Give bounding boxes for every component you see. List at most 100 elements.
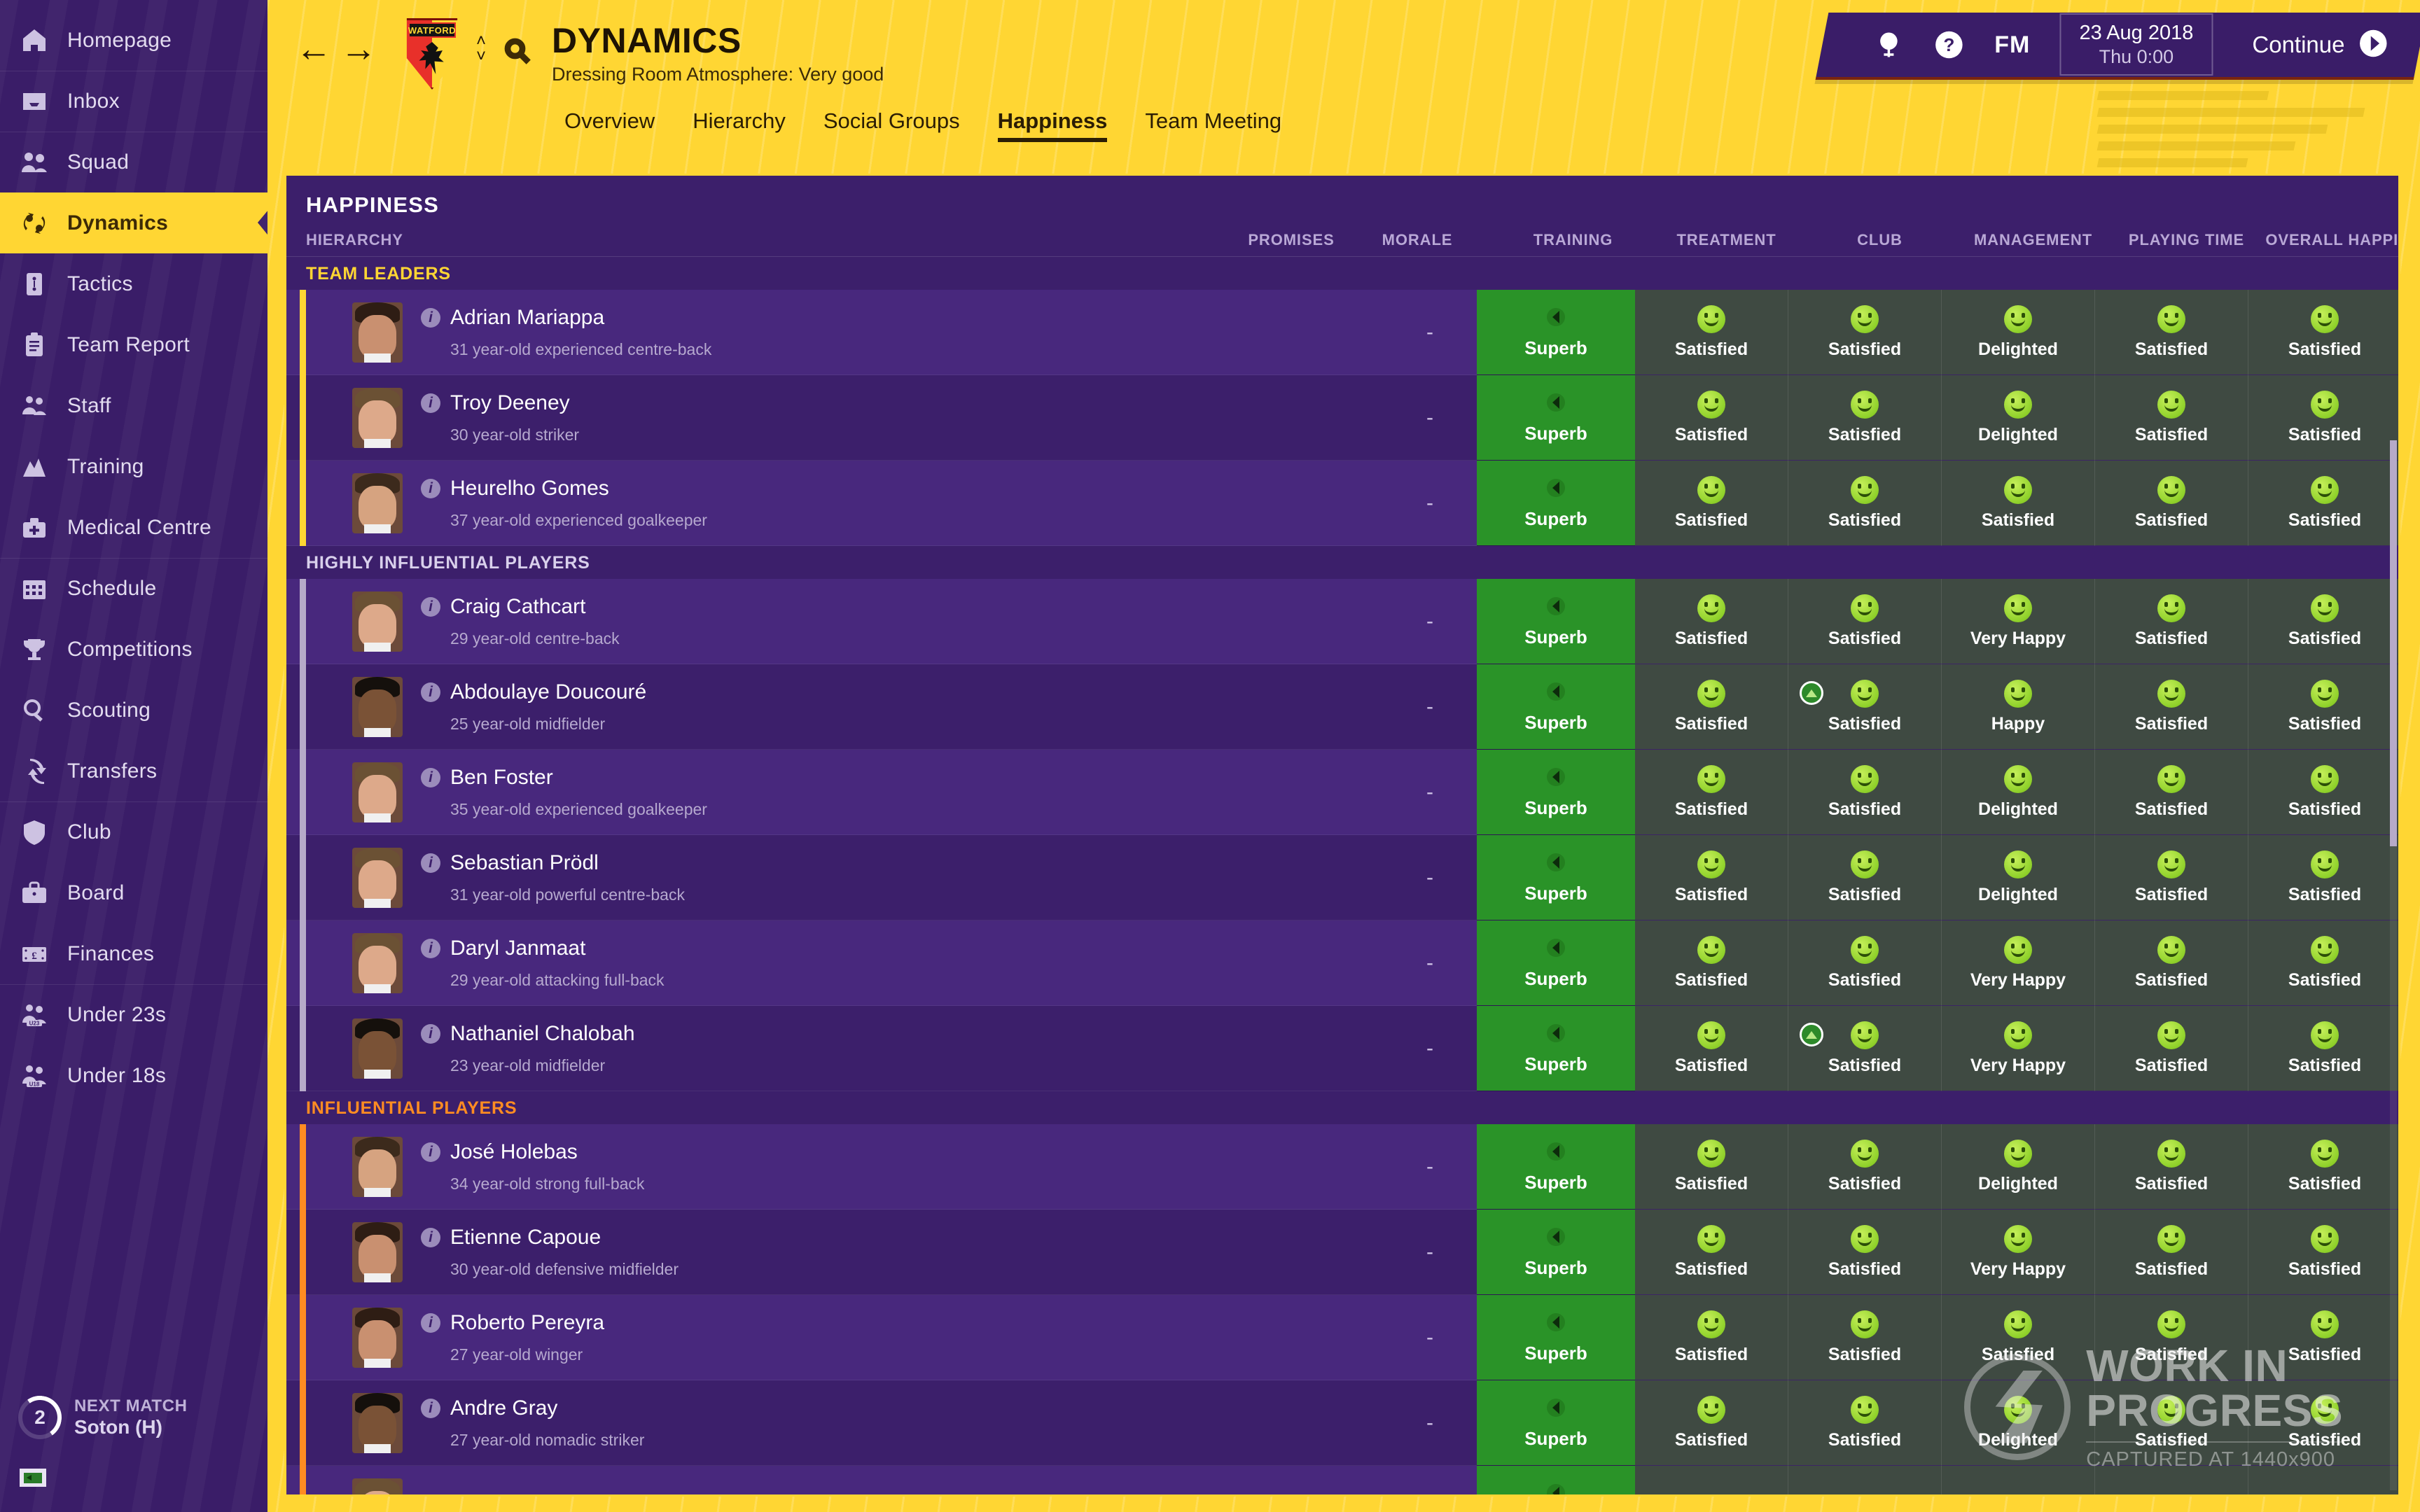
globe-icon[interactable] [1874,30,1903,59]
table-row[interactable]: i Troy Deeney 30 year-old striker - Superb Sa… [286,374,2398,461]
sidebar-item-inbox[interactable]: Inbox [0,71,267,132]
cell-management[interactable]: Satisfied [2095,750,2248,835]
table-row[interactable]: i Ben Foster 35 year-old experienced goalk… [286,749,2398,835]
cell-club[interactable] [1942,1466,2095,1494]
player-info[interactable]: i Roberto Pereyra 27 year-old winger - [286,1294,1477,1380]
player-info[interactable]: i Troy Deeney 30 year-old striker - [286,374,1477,461]
sidebar-item-competitions[interactable]: Competitions [0,619,267,680]
cell-management[interactable]: Satisfied [2095,835,2248,920]
cell-club[interactable]: Delighted [1942,1124,2095,1210]
cell-treatment[interactable]: Satisfied [1788,750,1942,835]
forward-arrow-icon[interactable]: → [340,29,377,69]
player-info[interactable]: i Daryl Janmaat 29 year-old attacking full… [286,920,1477,1006]
continue-arrow-icon[interactable] [2358,29,2388,62]
sidebar-item-squad[interactable]: Squad [0,132,267,192]
tab-social-groups[interactable]: Social Groups [823,108,960,133]
player-info[interactable]: i Will Hughes [286,1465,1477,1497]
search-icon[interactable] [503,36,532,69]
col-hierarchy[interactable]: HIERARCHY [306,231,403,248]
info-icon[interactable]: i [421,682,440,703]
cell-treatment[interactable]: Satisfied [1788,664,1942,750]
cell-playing-time[interactable]: Satisfied [2248,579,2398,664]
cell-management[interactable]: Satisfied [2095,290,2248,375]
table-row[interactable]: i Daryl Janmaat 29 year-old attacking full… [286,920,2398,1006]
sidebar-item-under-18s[interactable]: U18 Under 18s [0,1045,267,1106]
cell-club[interactable]: Satisfied [1942,461,2095,546]
player-info[interactable]: i Craig Cathcart 29 year-old centre-back - [286,578,1477,664]
sidebar-item-under-23s[interactable]: U23 Under 23s [0,984,267,1045]
cell-treatment[interactable] [1788,1466,1942,1494]
cell-club[interactable]: Very Happy [1942,579,2095,664]
cell-training[interactable]: Satisfied [1635,1124,1788,1210]
cell-treatment[interactable]: Satisfied [1788,1380,1942,1466]
game-date-box[interactable]: 23 Aug 2018 Thu 0:00 [2059,13,2213,76]
cell-training[interactable]: Satisfied [1635,1295,1788,1380]
cell-management[interactable]: Satisfied [2095,920,2248,1006]
cell-management[interactable]: Satisfied [2095,1124,2248,1210]
player-info[interactable]: i José Holebas 34 year-old strong full-bac… [286,1124,1477,1210]
cell-playing-time[interactable]: Satisfied [2248,750,2398,835]
cell-management[interactable]: Satisfied [2095,1006,2248,1091]
cell-club[interactable]: Very Happy [1942,1210,2095,1295]
cell-club[interactable]: Satisfied [1942,1295,2095,1380]
info-icon[interactable]: i [421,768,440,788]
table-row[interactable]: i Roberto Pereyra 27 year-old winger - Super… [286,1294,2398,1380]
cell-management[interactable]: Satisfied [2095,461,2248,546]
morale-cell[interactable]: Superb [1477,1380,1635,1466]
tab-happiness[interactable]: Happiness [997,108,1107,142]
cell-management[interactable]: Satisfied [2095,1380,2248,1466]
vertical-scrollbar[interactable] [2390,440,2397,1490]
morale-cell[interactable]: Superb [1477,1124,1635,1210]
cell-training[interactable]: Satisfied [1635,375,1788,461]
info-icon[interactable]: i [421,308,440,328]
info-icon[interactable]: i [421,1024,440,1044]
info-icon[interactable]: i [421,393,440,414]
morale-cell[interactable]: Superb [1477,1295,1635,1380]
cell-treatment[interactable]: Satisfied [1788,1295,1942,1380]
cell-playing-time[interactable]: Satisfied [2248,375,2398,461]
col-management[interactable]: MANAGEMENT [1973,231,2093,248]
info-icon[interactable]: i [421,1228,440,1248]
sidebar-item-staff[interactable]: Staff [0,375,267,436]
cell-treatment[interactable]: Satisfied [1788,1124,1942,1210]
cell-playing-time[interactable]: Satisfied [2248,664,2398,750]
cell-playing-time[interactable]: Satisfied [2248,920,2398,1006]
info-icon[interactable]: i [421,1494,440,1497]
player-info[interactable]: i Abdoulaye Doucouré 25 year-old midfielde… [286,664,1477,750]
col-morale[interactable]: MORALE [1382,231,1453,248]
cell-management[interactable]: Satisfied [2095,375,2248,461]
morale-cell[interactable]: Superb [1477,1466,1635,1494]
morale-cell[interactable]: Superb [1477,835,1635,920]
info-icon[interactable]: i [421,1399,440,1419]
table-row[interactable]: i Will Hughes Superb [286,1465,2398,1497]
cell-training[interactable]: Satisfied [1635,1006,1788,1091]
cell-management[interactable] [2095,1466,2248,1494]
info-icon[interactable]: i [421,1313,440,1334]
cell-management[interactable]: Satisfied [2095,664,2248,750]
cell-treatment[interactable]: Satisfied [1788,579,1942,664]
player-info[interactable]: i Nathaniel Chalobah 23 year-old midfielde… [286,1005,1477,1091]
cell-training[interactable]: Satisfied [1635,664,1788,750]
cell-training[interactable]: Satisfied [1635,1210,1788,1295]
cell-club[interactable]: Delighted [1942,290,2095,375]
morale-cell[interactable]: Superb [1477,1210,1635,1295]
cell-management[interactable]: Satisfied [2095,1210,2248,1295]
morale-cell[interactable]: Superb [1477,461,1635,546]
morale-cell[interactable]: Superb [1477,375,1635,461]
info-icon[interactable]: i [421,1142,440,1163]
morale-cell[interactable]: Superb [1477,920,1635,1006]
sidebar-item-medical-centre[interactable]: Medical Centre [0,497,267,558]
help-icon[interactable]: ? [1934,30,1963,59]
nation-flag-icon[interactable] [20,1469,46,1487]
table-row[interactable]: i Heurelho Gomes 37 year-old experienced g… [286,460,2398,546]
back-arrow-icon[interactable]: ← [295,29,332,69]
tab-team-meeting[interactable]: Team Meeting [1145,108,1282,133]
cell-treatment[interactable]: Satisfied [1788,375,1942,461]
table-row[interactable]: i Craig Cathcart 29 year-old centre-back - S… [286,578,2398,664]
table-row[interactable]: i Andre Gray 27 year-old nomadic striker - S… [286,1380,2398,1466]
cell-playing-time[interactable]: Satisfied [2248,1210,2398,1295]
scrollbar-thumb[interactable] [2390,440,2397,846]
next-match-widget[interactable]: 2 NEXT MATCH Soton (H) [0,1392,267,1443]
cell-playing-time[interactable]: Satisfied [2248,1124,2398,1210]
col-overall[interactable]: OVERALL HAPPINESS [2265,231,2399,248]
